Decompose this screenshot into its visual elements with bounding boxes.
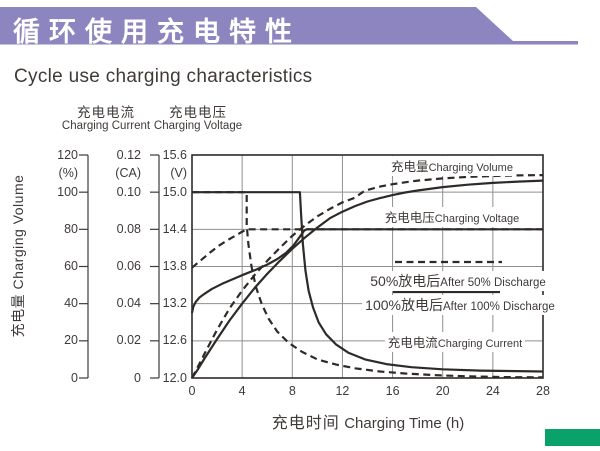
x-tick-24: 24	[485, 384, 500, 398]
series-charging_voltage_after_100pct_discharge	[190, 228, 543, 314]
y-tick-percent-80: 80	[64, 221, 78, 236]
y-tick-ca-0.02: 0.02	[116, 333, 141, 348]
y-axis-label-en: Charging Volume	[10, 174, 26, 290]
y-tick-ca-0.06: 0.06	[116, 259, 141, 273]
legend-item-after-50pct-discharge: 50%放电后After 50% Discharge	[367, 271, 549, 291]
x-axis-title: 充电时间 Charging Time (h)	[272, 409, 465, 433]
y-tick-volt-15.0: 15.0	[162, 184, 187, 199]
axis-header-charging-current: 充电电流 Charging Current	[62, 105, 150, 133]
y-tick-volt-13.2: 13.2	[162, 296, 187, 311]
series-charging_current_after_50pct_discharge	[192, 191, 544, 379]
y-axis-unit-volt: (V)	[170, 166, 187, 180]
y-axis-unit-percent: (%)	[58, 166, 78, 180]
title-banner	[0, 7, 578, 45]
y-axis-label-zh: 充电量	[10, 293, 26, 338]
y-tick-volt-13.8: 13.8	[162, 259, 187, 273]
y-tick-ca-0.10: 0.10	[116, 184, 141, 199]
annotation-charging-voltage: 充电电压Charging Voltage	[381, 207, 523, 227]
x-tick-0: 0	[188, 384, 196, 398]
y-axis-label-charging-volume: 充电量 Charging Volume	[8, 175, 28, 338]
axis-header-charging-current-zh: 充电电流	[77, 105, 135, 120]
y-tick-ca-0.08: 0.08	[116, 221, 141, 236]
legend-100pct-en: After 100% Discharge	[442, 301, 555, 313]
axis-header-charging-voltage: 充电电压 Charging Voltage	[154, 105, 242, 133]
x-tick-28: 28	[536, 384, 550, 398]
annotation-charging-voltage-zh: 充电电压	[384, 211, 435, 225]
series-charging_volume_after_100pct_discharge	[191, 179, 544, 379]
legend-item-after-100pct-discharge: 100%放电后After 100% Discharge	[362, 295, 558, 315]
green-accent-bar	[545, 429, 600, 446]
annotation-charging-current-en: Charging Current	[437, 338, 523, 350]
annotation-charging-current-zh: 充电电流	[387, 336, 438, 350]
page-title-zh: 循环使用充电特性	[13, 17, 301, 47]
x-tick-8: 8	[288, 384, 296, 398]
annotation-charging-volume-zh: 充电量	[391, 160, 429, 174]
x-tick-4: 4	[238, 384, 246, 398]
axis-header-charging-voltage-en: Charging Voltage	[153, 120, 243, 133]
x-axis-title-en: Charging Time (h)	[344, 415, 465, 432]
x-tick-12: 12	[335, 384, 350, 398]
y-tick-percent-0: 0	[71, 370, 78, 385]
y-tick-percent-20: 20	[64, 333, 78, 348]
legend-50pct-en: After 50% Discharge	[440, 277, 546, 289]
axis-header-charging-voltage-zh: 充电电压	[168, 105, 227, 120]
y-tick-volt-12.0: 12.0	[162, 370, 187, 385]
x-tick-16: 16	[385, 384, 400, 398]
legend-50pct-zh: 50%放电后	[370, 273, 441, 289]
annotation-charging-volume: 充电量Charging Volume	[388, 156, 516, 176]
y-tick-percent-40: 40	[64, 296, 78, 311]
legend-100pct-zh: 100%放电后	[365, 297, 443, 313]
annotation-charging-voltage-en: Charging Voltage	[434, 213, 520, 225]
axis-header-charging-current-en: Charging Current	[61, 120, 151, 133]
y-axis-unit-ca: (CA)	[115, 166, 141, 180]
page-title-en: Cycle use charging characteristics	[14, 66, 313, 87]
x-axis-title-zh: 充电时间	[271, 415, 340, 432]
y-tick-percent-100: 100	[57, 184, 78, 199]
y-tick-ca-0.12: 0.12	[116, 147, 141, 162]
y-tick-percent-120: 120	[57, 147, 78, 162]
y-tick-ca-0: 0	[134, 370, 141, 385]
annotation-charging-current: 充电电流Charging Current	[384, 332, 526, 352]
y-tick-percent-60: 60	[64, 259, 78, 273]
x-tick-20: 20	[435, 384, 450, 398]
series-charging_voltage_after_50pct_discharge	[191, 228, 543, 269]
annotation-charging-volume-en: Charging Volume	[428, 162, 513, 174]
y-tick-volt-15.6: 15.6	[162, 147, 187, 162]
series-charging_volume_after_50pct_discharge	[191, 174, 544, 379]
y-tick-volt-14.4: 14.4	[162, 221, 187, 236]
y-tick-volt-12.6: 12.6	[162, 333, 187, 348]
series-charging_current_after_100pct_discharge	[192, 191, 544, 373]
y-tick-ca-0.04: 0.04	[116, 296, 141, 311]
